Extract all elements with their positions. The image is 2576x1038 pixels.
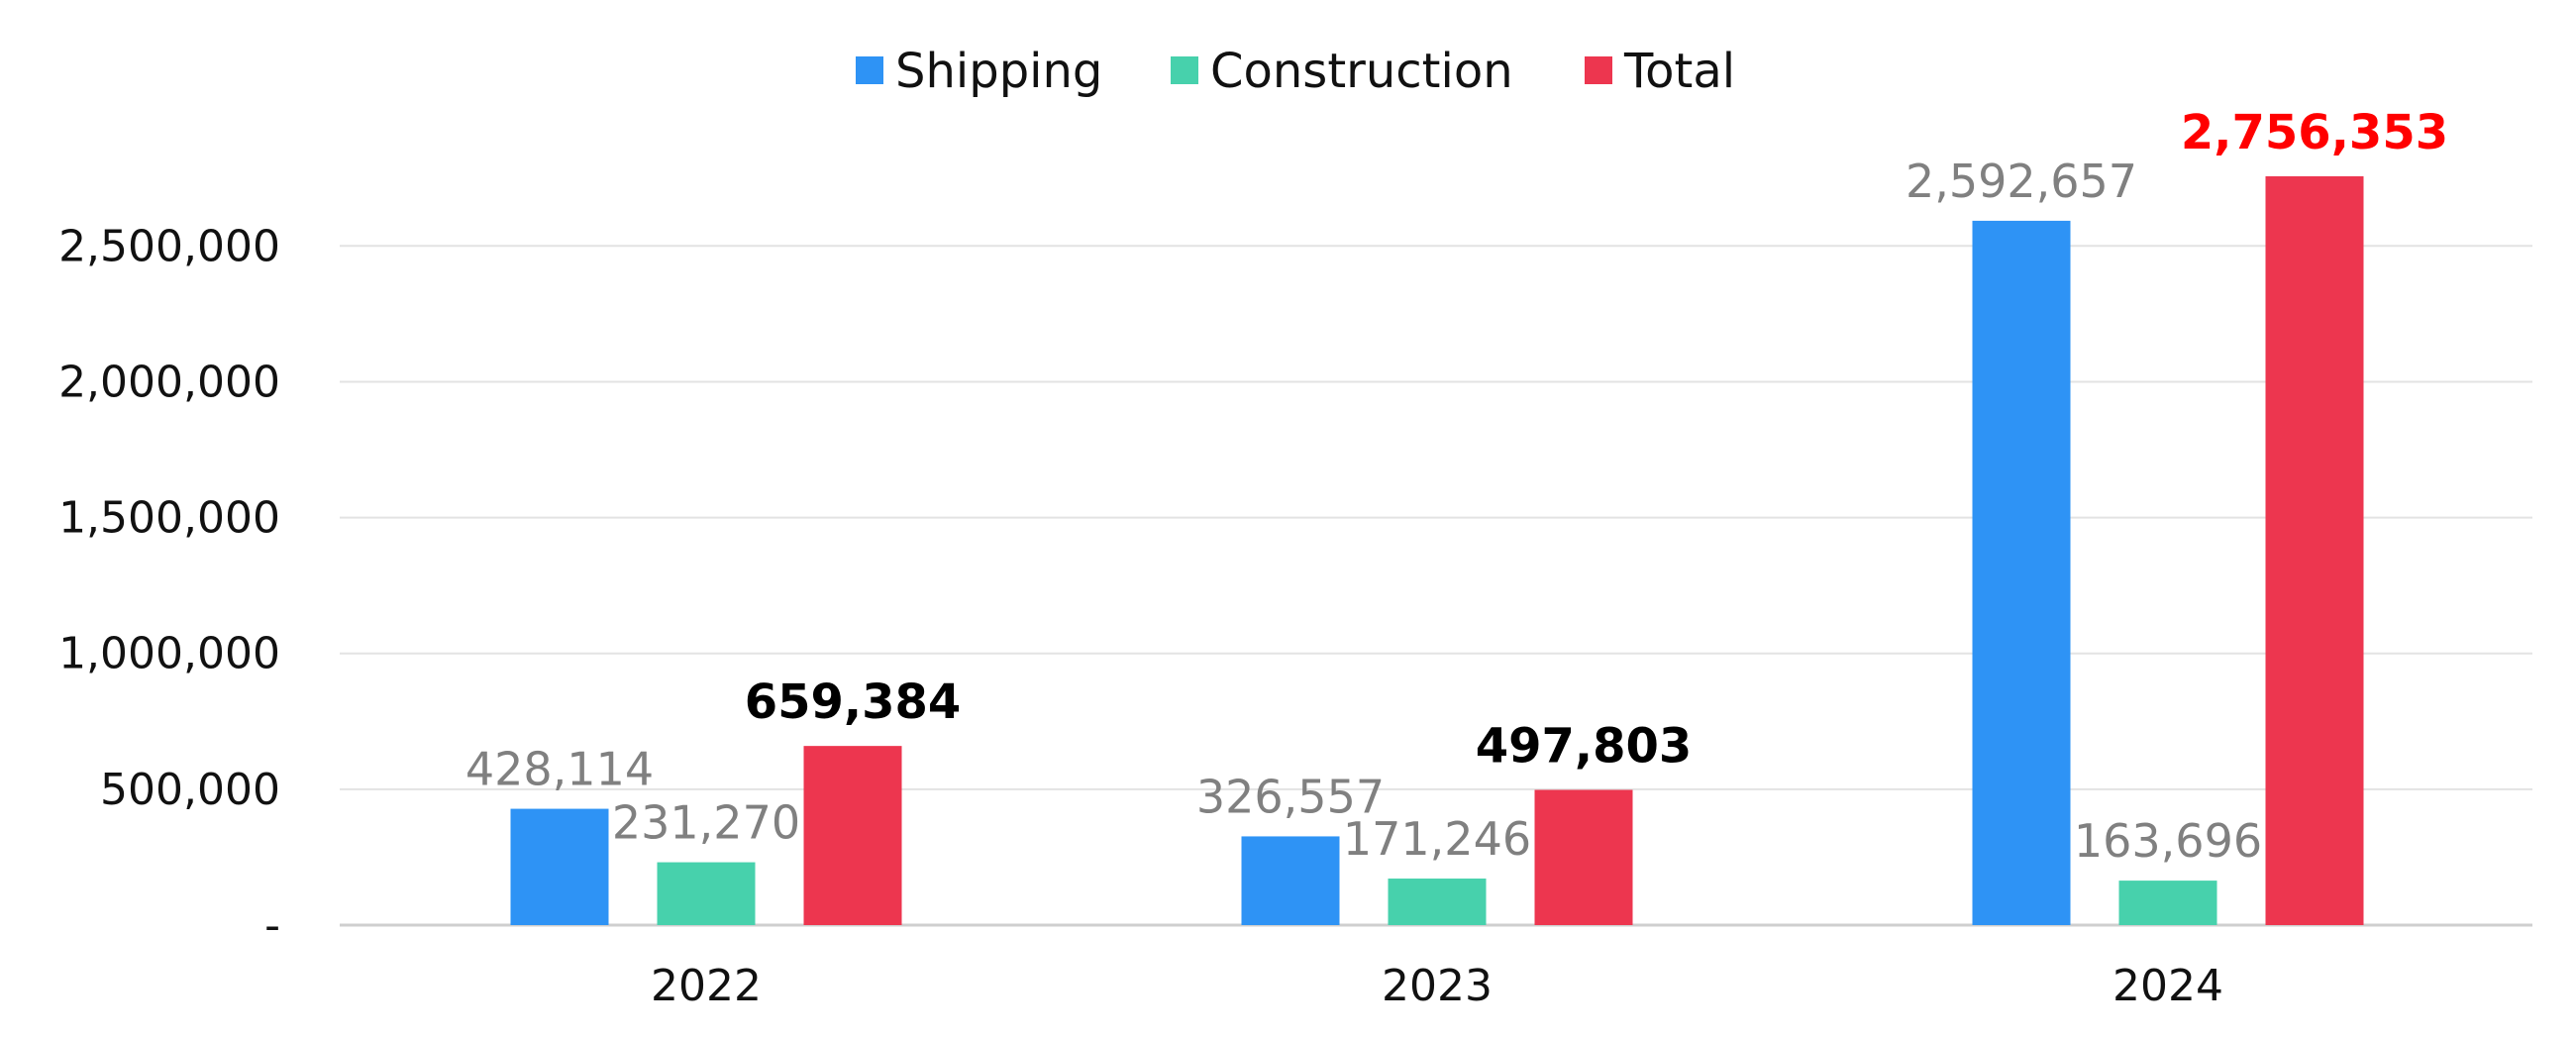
legend-swatch-shipping bbox=[856, 56, 883, 84]
bar-total-2023 bbox=[1534, 789, 1633, 925]
data-label-construction-2024: 163,696 bbox=[2074, 814, 2262, 868]
bar-shipping-2022 bbox=[510, 808, 609, 925]
legend-swatch-total bbox=[1585, 56, 1612, 84]
y-tick-label: 1,500,000 bbox=[58, 493, 280, 544]
bar-construction-2022 bbox=[657, 862, 756, 925]
bar-total-2024 bbox=[2265, 176, 2364, 925]
data-label-construction-2023: 171,246 bbox=[1343, 812, 1531, 866]
bar-total-2022 bbox=[803, 746, 902, 925]
data-label-total-2023: 497,803 bbox=[1476, 718, 1693, 774]
bar-construction-2024 bbox=[2118, 881, 2217, 925]
legend-label-shipping: Shipping bbox=[895, 44, 1102, 99]
x-tick-label: 2024 bbox=[2112, 961, 2223, 1011]
y-tick-label: - bbox=[264, 900, 280, 951]
data-label-shipping-2022: 428,114 bbox=[465, 743, 654, 796]
bar-shipping-2023 bbox=[1241, 836, 1340, 925]
y-tick-label: 2,500,000 bbox=[58, 221, 280, 271]
data-label-total-2024: 2,756,353 bbox=[2181, 105, 2448, 160]
y-tick-label: 1,000,000 bbox=[58, 629, 280, 679]
data-label-total-2022: 659,384 bbox=[745, 675, 962, 730]
data-label-shipping-2024: 2,592,657 bbox=[1906, 155, 2137, 208]
data-label-construction-2022: 231,270 bbox=[612, 796, 800, 850]
x-tick-label: 2023 bbox=[1382, 961, 1493, 1011]
legend-swatch-construction bbox=[1171, 56, 1198, 84]
y-tick-label: 500,000 bbox=[100, 765, 280, 815]
y-tick-label: 2,000,000 bbox=[58, 357, 280, 407]
bar-shipping-2024 bbox=[1972, 220, 2071, 925]
legend-label-construction: Construction bbox=[1210, 44, 1513, 99]
bar-construction-2023 bbox=[1388, 879, 1487, 925]
data-label-shipping-2023: 326,557 bbox=[1196, 770, 1385, 823]
legend-label-total: Total bbox=[1623, 44, 1735, 99]
x-tick-label: 2022 bbox=[651, 961, 762, 1011]
